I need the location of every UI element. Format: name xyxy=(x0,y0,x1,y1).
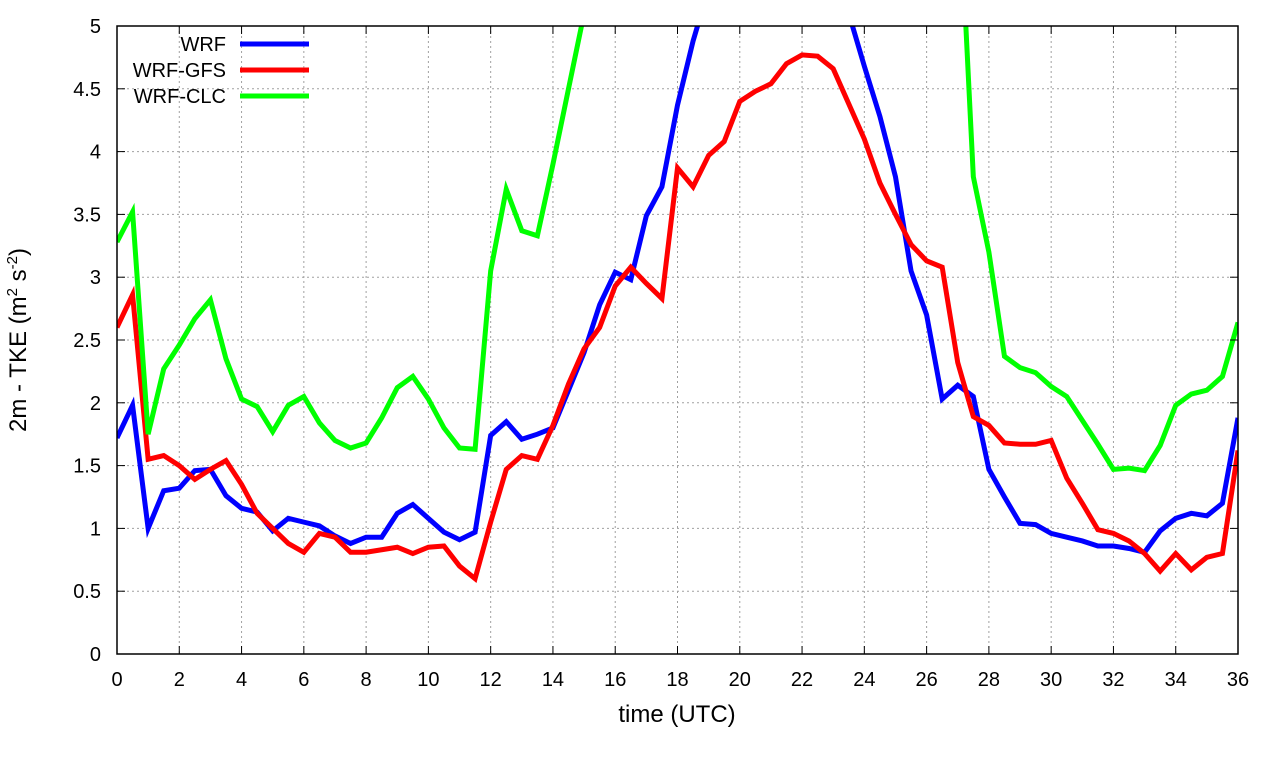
ticks: 0 2 4 6 8 10 12 14 16 18 20 22 24 26 28 30 32 34 3600.511.… xyxy=(73,16,1249,691)
y-tick-label: 4 xyxy=(90,142,101,164)
x-tick-label: 16 xyxy=(604,669,626,691)
y-tick-label: 1 xyxy=(90,518,101,540)
y-tick-label: 3.5 xyxy=(73,204,101,226)
x-tick-label: 14 xyxy=(542,669,564,691)
y-tick-label: 0.5 xyxy=(73,581,101,603)
y-tick-label: 5 xyxy=(90,16,101,38)
x-tick-label: 8 xyxy=(361,669,372,691)
series-line-wrf xyxy=(117,26,1238,556)
x-tick-label: 30 xyxy=(1040,669,1062,691)
y-tick-label: 4.5 xyxy=(73,79,101,101)
x-tick-label: 12 xyxy=(480,669,502,691)
series-line-wrf-clc xyxy=(117,26,1238,474)
x-tick-label: 4 xyxy=(236,669,247,691)
y-tick-label: 1.5 xyxy=(73,456,101,478)
grid xyxy=(116,25,1239,655)
x-tick-label: 24 xyxy=(853,669,875,691)
x-tick-label: 32 xyxy=(1102,669,1124,691)
x-tick-label: 2 xyxy=(174,669,185,691)
x-axis-label: time (UTC) xyxy=(618,701,735,728)
legend: WRF WRF-GFS WRF-CLC xyxy=(133,34,309,108)
x-tick-label: 34 xyxy=(1165,669,1187,691)
x-tick-label: 20 xyxy=(729,669,751,691)
series-line-wrf-gfs xyxy=(117,52,1238,583)
x-tick-label: 26 xyxy=(915,669,937,691)
y-tick-label: 0 xyxy=(90,644,101,666)
legend-label: WRF xyxy=(180,34,226,56)
x-tick-label: 18 xyxy=(666,669,688,691)
y-tick-label: 2.5 xyxy=(73,330,101,352)
x-tick-label: 10 xyxy=(417,669,439,691)
y-axis-label: 2m - TKE (m2 s-2) xyxy=(4,248,32,432)
y-tick-label: 2 xyxy=(90,393,101,415)
y-tick-label: 3 xyxy=(90,267,101,289)
legend-label: WRF-CLC xyxy=(134,86,226,108)
x-tick-label: 28 xyxy=(978,669,1000,691)
series-group xyxy=(117,26,1238,583)
x-tick-label: 6 xyxy=(298,669,309,691)
x-tick-label: 36 xyxy=(1227,669,1249,691)
legend-label: WRF-GFS xyxy=(133,60,226,82)
x-tick-label: 22 xyxy=(791,669,813,691)
x-tick-label: 0 xyxy=(111,669,122,691)
